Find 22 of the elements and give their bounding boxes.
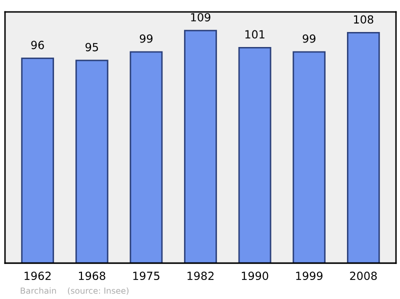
x-tick-label: 1999	[296, 272, 322, 280]
bar	[130, 51, 163, 264]
data-label: 95	[86, 42, 98, 52]
x-tick-label: 1990	[242, 272, 268, 280]
bar	[184, 30, 217, 264]
data-label: 101	[245, 30, 264, 39]
x-tick-label: 1962	[24, 272, 51, 280]
x-tick-label: 1982	[188, 272, 214, 280]
text: Barchain (source: Insee)	[20, 287, 128, 295]
data-label: 99	[140, 34, 152, 43]
x-tick-label: 2008	[350, 272, 377, 280]
data-label: 96	[31, 40, 44, 50]
bar	[346, 32, 380, 264]
bar	[238, 46, 272, 264]
x-tick-label: 1968	[78, 272, 106, 280]
bar	[292, 51, 326, 264]
data-label: 109	[191, 13, 210, 22]
bar	[21, 58, 54, 264]
bar	[75, 60, 108, 264]
data-label: 108	[354, 15, 374, 24]
data-label: 99	[302, 34, 316, 43]
x-tick-label: 1975	[133, 272, 160, 280]
